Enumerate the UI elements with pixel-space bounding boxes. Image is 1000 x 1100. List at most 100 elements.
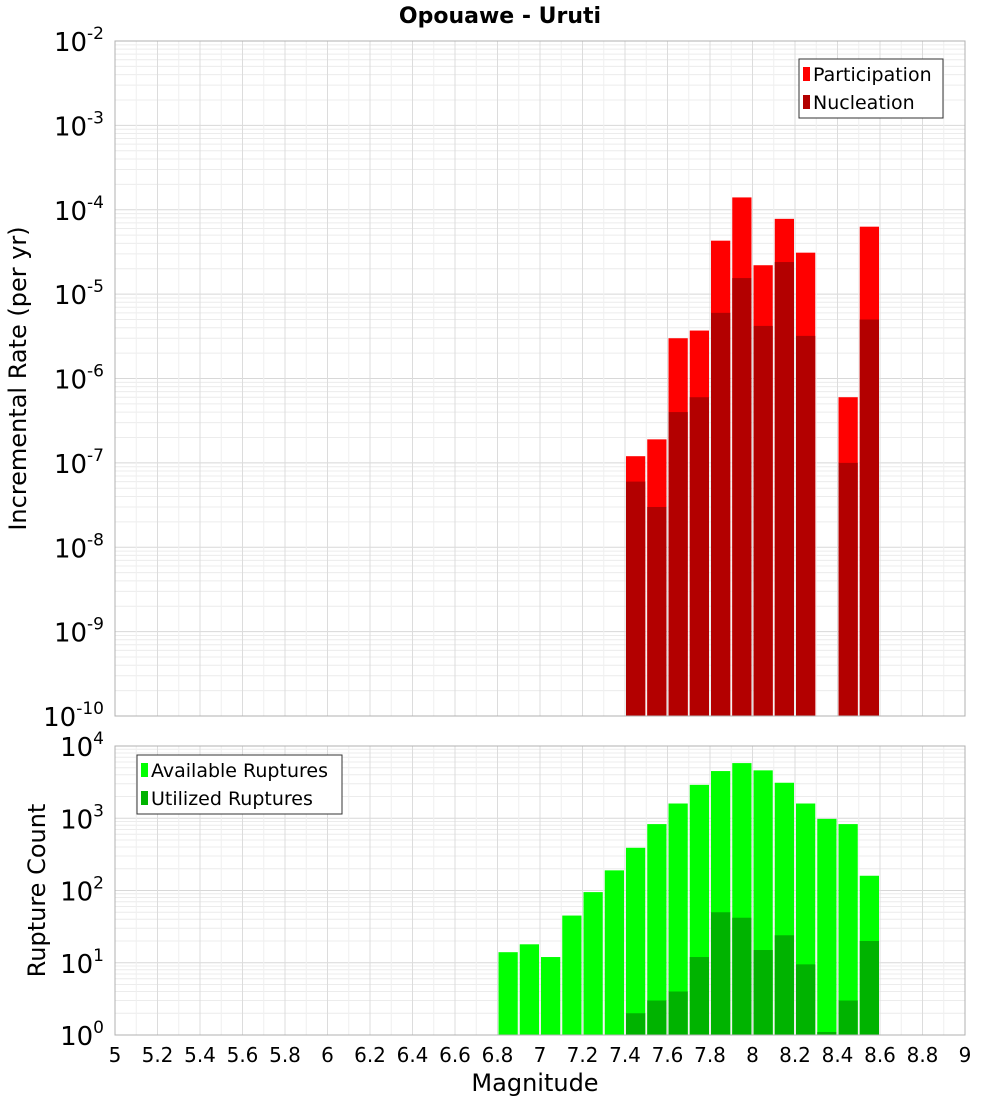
x-tick-label: 8.2 [779,1043,811,1067]
x-tick-label: 5.6 [227,1043,259,1067]
x-tick-label: 8.4 [822,1043,854,1067]
y-tick-exponent: 4 [93,729,104,749]
y-tick-label: 101 [60,946,104,980]
bar [838,1000,858,1035]
y-tick-exponent: -4 [87,193,104,213]
y-tick-label: 10-10 [43,699,104,733]
x-tick-label: 7.6 [652,1043,684,1067]
bar [796,335,816,716]
bar [732,278,752,716]
y-tick-exponent: -10 [76,699,104,719]
y-tick-exponent: -8 [87,530,104,550]
x-tick-label: 6.2 [354,1043,386,1067]
y-tick-label: 10-4 [54,193,104,227]
y-tick-exponent: 1 [93,946,104,966]
rate-panel: 10-1010-910-810-710-610-510-410-310-2Inc… [4,24,966,733]
y-tick-label: 103 [60,801,104,835]
y-axis-label: Incremental Rate (per yr) [4,226,32,530]
legend: Available Ruptures Utilized Ruptures [136,754,343,815]
y-tick-label: 10-8 [54,530,104,564]
bar [859,319,879,716]
y-tick-base: 10 [54,281,87,311]
y-tick-base: 10 [54,619,87,649]
y-tick-label: 102 [60,874,104,908]
x-axis-label: Magnitude [471,1069,598,1097]
y-tick-base: 10 [60,1022,93,1052]
y-tick-exponent: -6 [87,362,104,382]
bar [519,944,539,1035]
legend-swatch [803,95,810,109]
bar [689,957,709,1035]
bar [817,1032,837,1035]
bar [774,935,794,1035]
y-tick-label: 104 [60,729,104,763]
bar [838,824,858,1035]
x-tick-label: 7.8 [694,1043,726,1067]
y-tick-label: 10-6 [54,362,104,396]
y-tick-base: 10 [54,534,87,564]
legend: Participation Nucleation [798,58,944,119]
x-tick-label: 5.2 [142,1043,174,1067]
bar [626,847,646,1035]
bar [647,1000,667,1035]
utilized-series [626,912,879,1035]
y-tick-exponent: 3 [93,801,104,821]
y-tick-base: 10 [54,197,87,227]
y-tick-exponent: 2 [93,874,104,894]
x-tick-label: 5.8 [269,1043,301,1067]
legend-swatch [141,763,148,777]
y-tick-label: 10-3 [54,108,104,142]
bar [796,964,816,1035]
bar [753,950,773,1035]
y-tick-exponent: 0 [93,1018,104,1038]
y-tick-exponent: -3 [87,108,104,128]
chart-title: Opouawe - Uruti [399,4,601,29]
legend-label: Utilized Ruptures [151,788,313,810]
bar [583,892,603,1035]
y-tick-base: 10 [60,878,93,908]
x-tick-label: 7 [534,1043,547,1067]
bar [562,915,582,1035]
bar [647,506,667,716]
y-tick-exponent: -9 [87,615,104,635]
bar [711,912,731,1035]
bar [498,952,518,1035]
bar [647,824,667,1035]
y-tick-exponent: -5 [87,277,104,297]
y-tick-label: 100 [60,1018,104,1052]
x-tick-label: 5 [109,1043,122,1067]
bar [774,262,794,716]
x-tick-label: 6.6 [439,1043,471,1067]
x-tick-label: 6 [321,1043,334,1067]
y-tick-base: 10 [54,112,87,142]
bar [838,462,858,716]
bar [668,991,688,1035]
bar [689,397,709,716]
bar [541,957,561,1035]
legend-swatch [141,791,148,805]
y-tick-label: 10-9 [54,615,104,649]
bar [817,818,837,1035]
x-tick-label: 6.4 [397,1043,429,1067]
y-tick-base: 10 [43,703,76,733]
bar [604,870,624,1035]
y-tick-exponent: -7 [87,446,104,466]
y-tick-base: 10 [60,950,93,980]
x-tick-label: 7.2 [567,1043,599,1067]
plot-border [114,745,966,1036]
x-tick-label: 8.6 [864,1043,896,1067]
bar [753,325,773,716]
bar [626,1013,646,1035]
legend-label: Participation [813,64,932,86]
y-tick-label: 10-5 [54,277,104,311]
bar [732,917,752,1035]
y-tick-base: 10 [54,450,87,480]
legend-box [136,754,343,815]
grid-lines [114,40,966,717]
y-tick-base: 10 [60,733,93,763]
y-tick-label: 10-7 [54,446,104,480]
bar [668,803,688,1035]
plot-border [114,40,966,717]
